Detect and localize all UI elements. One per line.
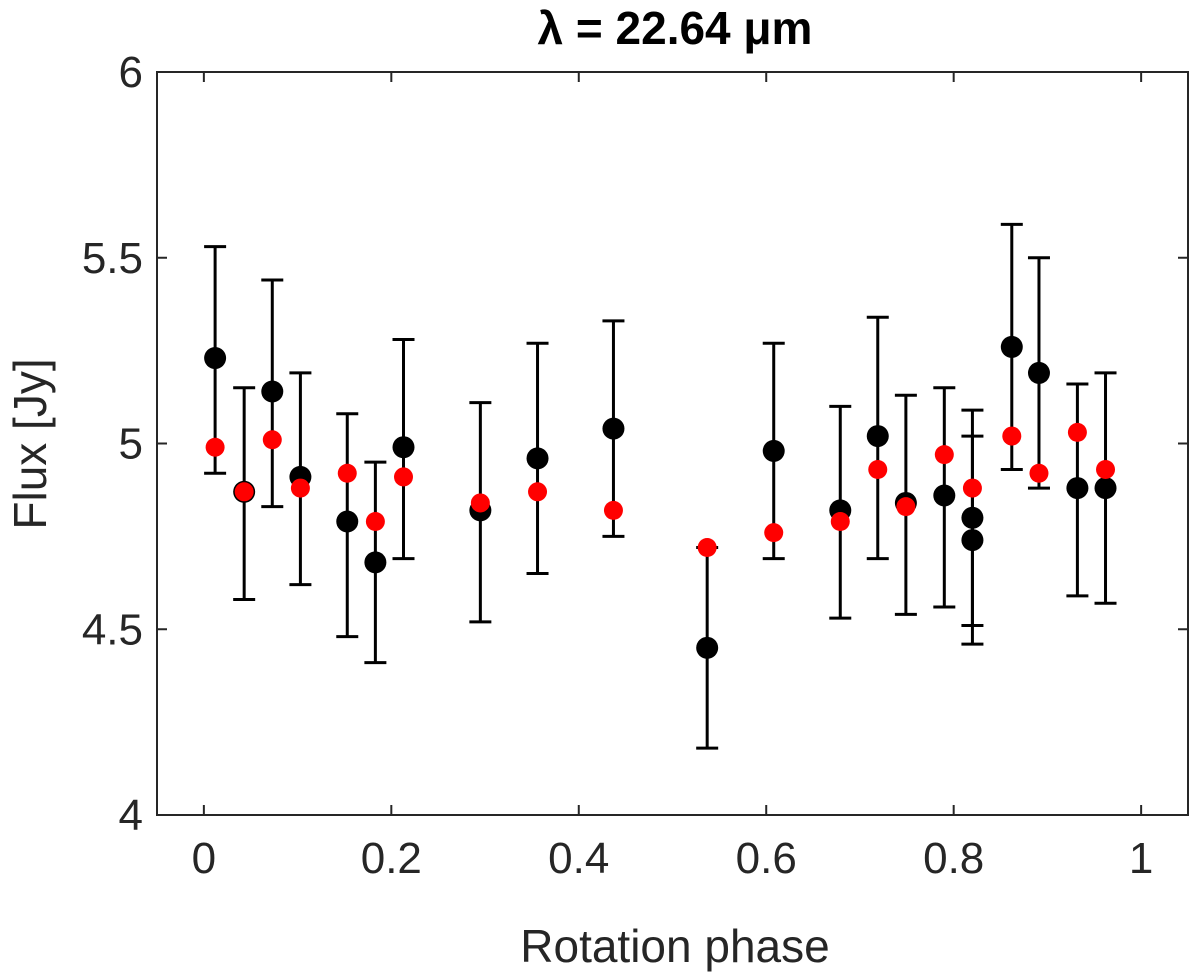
model-point <box>1067 422 1087 442</box>
model-point <box>868 460 888 480</box>
observed-point <box>961 529 984 552</box>
y-tick-label: 5.5 <box>82 234 143 283</box>
observed-point <box>933 484 956 507</box>
y-tick-label: 4 <box>119 791 143 840</box>
model-point <box>764 523 784 543</box>
model-point <box>1029 463 1049 483</box>
observed-point <box>204 347 227 370</box>
data-points <box>204 335 1117 659</box>
observed-point <box>696 636 719 659</box>
observed-point <box>526 447 549 470</box>
model-point <box>1096 460 1116 480</box>
model-point <box>603 500 623 520</box>
x-axis-label: Rotation phase <box>520 920 829 972</box>
y-tick-label: 4.5 <box>82 605 143 654</box>
model-point <box>470 493 490 513</box>
x-tick-label: 0 <box>192 834 216 883</box>
x-tick-label: 1 <box>1129 834 1153 883</box>
model-point <box>365 512 385 532</box>
observed-point <box>1000 335 1023 358</box>
model-point <box>962 478 982 498</box>
observed-point <box>1094 477 1117 500</box>
observed-point <box>261 380 284 403</box>
observed-point <box>1027 361 1050 384</box>
x-tick-label: 0.4 <box>548 834 609 883</box>
observed-point <box>336 510 359 533</box>
model-point <box>394 467 414 487</box>
model-point <box>262 430 282 450</box>
ticks: 0 0.2 0.4 0.6 0.8 1 4 4.5 5 5.5 6 <box>82 48 1188 883</box>
model-point <box>934 445 954 465</box>
x-tick-label: 0.8 <box>923 834 984 883</box>
x-tick-label: 0.6 <box>736 834 797 883</box>
chart-title: λ = 22.64 μm <box>538 2 813 54</box>
observed-point <box>866 425 889 448</box>
model-point <box>830 512 850 532</box>
model-point <box>697 538 717 558</box>
model-point <box>290 478 310 498</box>
axes <box>156 71 1189 816</box>
plot-frame <box>156 71 1189 816</box>
model-point <box>528 482 548 502</box>
x-tick-label: 0.2 <box>361 834 422 883</box>
model-point <box>1002 426 1022 446</box>
model-point <box>205 437 225 457</box>
model-point <box>337 463 357 483</box>
observed-point <box>602 417 625 440</box>
model-point <box>896 497 916 517</box>
y-tick-label: 6 <box>119 48 143 97</box>
observed-point <box>961 506 984 529</box>
y-axis-label: Flux [Jy] <box>4 358 56 529</box>
observed-point <box>1066 477 1089 500</box>
y-tick-label: 5 <box>119 420 143 469</box>
observed-point <box>364 551 387 574</box>
observed-point <box>762 439 785 462</box>
observed-point <box>392 436 415 459</box>
model-point <box>234 482 254 502</box>
